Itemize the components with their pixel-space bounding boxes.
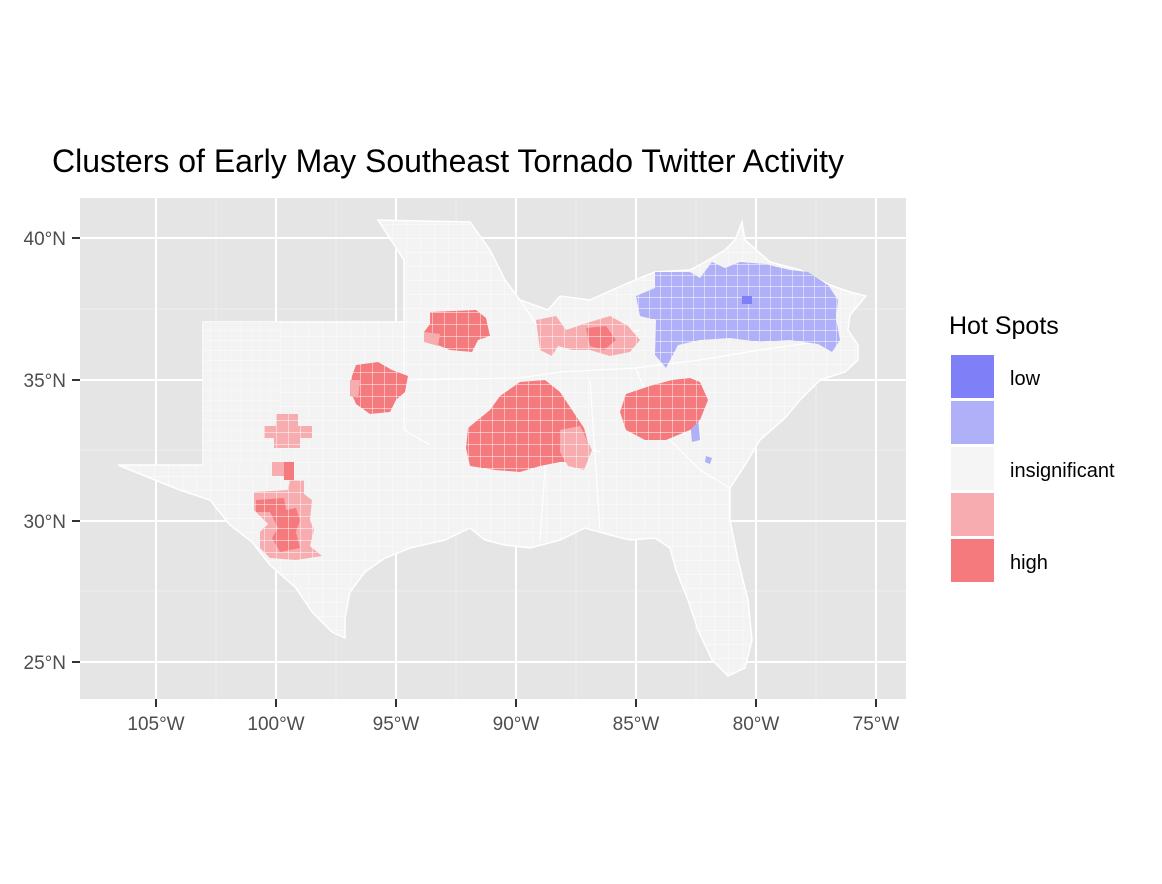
x-tick-label: 80°W bbox=[733, 714, 780, 735]
legend-key-low bbox=[950, 354, 995, 399]
x-tick-label: 100°W bbox=[247, 714, 304, 735]
cluster-high-kentucky-core bbox=[586, 326, 616, 350]
chart-title: Clusters of Early May Southeast Tornado … bbox=[52, 143, 845, 179]
cluster-low-dark-spot bbox=[742, 296, 752, 304]
cluster-high-oklahoma bbox=[350, 362, 408, 414]
y-axis-ticks bbox=[72, 237, 80, 663]
x-tick-label: 85°W bbox=[613, 714, 660, 735]
cluster-highmod-oklahoma-edge bbox=[350, 380, 360, 398]
legend-title: Hot Spots bbox=[949, 312, 1059, 340]
legend-key-insignificant bbox=[950, 446, 995, 491]
legend-label-high: high bbox=[1010, 552, 1048, 574]
x-axis-ticks bbox=[155, 699, 877, 707]
x-tick-label: 90°W bbox=[493, 714, 540, 735]
x-tick-label: 75°W bbox=[853, 714, 900, 735]
x-axis-labels: 105°W 100°W 95°W 90°W 85°W 80°W 75°W bbox=[127, 714, 899, 735]
legend-key-high-moderate bbox=[950, 492, 995, 537]
legend-label-low: low bbox=[1010, 368, 1041, 390]
texas-panhandle-counties bbox=[203, 322, 280, 465]
y-tick-label: 30°N bbox=[24, 512, 66, 533]
y-axis-labels: 40°N 35°N 30°N 25°N bbox=[24, 229, 66, 674]
y-tick-label: 40°N bbox=[24, 229, 66, 250]
cluster-low-ga-spot bbox=[705, 456, 712, 464]
cluster-high-mississippi bbox=[466, 380, 590, 472]
y-tick-label: 25°N bbox=[24, 653, 66, 674]
cluster-highmod-texas-mid bbox=[272, 462, 284, 476]
cluster-highmod-missouri-edge bbox=[424, 332, 440, 346]
legend-key-high bbox=[950, 538, 995, 583]
cluster-high-missouri bbox=[424, 310, 490, 352]
cluster-high-texas-south bbox=[256, 498, 300, 552]
cluster-low-appalachia bbox=[636, 262, 840, 368]
x-tick-label: 95°W bbox=[373, 714, 420, 735]
x-tick-label: 105°W bbox=[127, 714, 184, 735]
cluster-highmod-texas-north bbox=[264, 414, 312, 448]
legend-key-low-moderate bbox=[950, 400, 995, 445]
cluster-high-texas-mid bbox=[284, 462, 294, 480]
cluster-highmod-mississippi-edge bbox=[560, 426, 592, 470]
y-tick-label: 35°N bbox=[24, 371, 66, 392]
legend-label-insignificant: insignificant bbox=[1010, 460, 1115, 482]
hotspot-clusters bbox=[254, 262, 840, 560]
cluster-high-tennessee bbox=[620, 378, 708, 440]
